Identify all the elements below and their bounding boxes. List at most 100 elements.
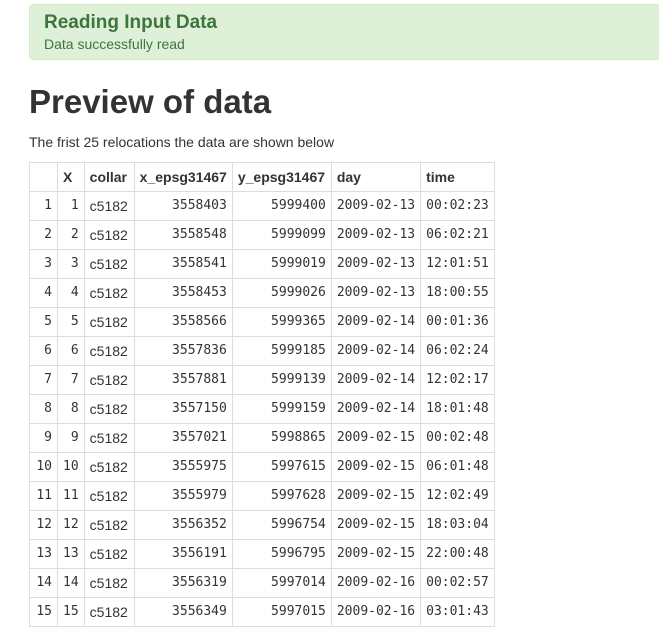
table-row: 5 5 c5182 3558566 5999365 2009-02-14 00:01:36 bbox=[29, 307, 495, 337]
table-cell: 3 bbox=[57, 249, 85, 279]
table-cell: 7 bbox=[29, 365, 58, 395]
table-cell: 10 bbox=[29, 452, 58, 482]
table-cell: 2009-02-16 bbox=[330, 597, 422, 627]
table-cell: 5999365 bbox=[231, 307, 332, 337]
column-header: X bbox=[57, 162, 85, 192]
table-cell: 18:00:55 bbox=[420, 278, 495, 308]
table-cell: 3556191 bbox=[133, 539, 233, 569]
table-row: 1 1 c5182 3558403 5999400 2009-02-13 00:02:23 bbox=[29, 191, 495, 221]
table-cell: 2 bbox=[29, 220, 58, 250]
table-row: 6 6 c5182 3557836 5999185 2009-02-14 06:02:24 bbox=[29, 336, 495, 366]
table-cell: 3556349 bbox=[133, 597, 233, 627]
table-cell: 2009-02-13 bbox=[330, 191, 422, 221]
table-cell: 2009-02-14 bbox=[330, 394, 422, 424]
table-row: 3 3 c5182 3558541 5999019 2009-02-13 12:01:51 bbox=[29, 249, 495, 279]
column-header: day bbox=[330, 162, 422, 192]
table-cell: 12:02:17 bbox=[420, 365, 495, 395]
success-alert: Reading Input Data Data successfully rea… bbox=[29, 4, 659, 60]
table-cell: 5999026 bbox=[231, 278, 332, 308]
table-cell: 5997015 bbox=[231, 597, 332, 627]
table-cell: 15 bbox=[29, 597, 58, 627]
table-body: 1 1 c5182 3558403 5999400 2009-02-13 00:02:23 2… bbox=[29, 191, 495, 627]
table-cell: 9 bbox=[57, 423, 85, 453]
table-cell: c5182 bbox=[83, 423, 135, 453]
table-cell: 5997628 bbox=[231, 481, 332, 511]
table-cell: 00:02:57 bbox=[420, 568, 495, 598]
table-cell: 18:01:48 bbox=[420, 394, 495, 424]
table-cell: c5182 bbox=[83, 365, 135, 395]
table-cell: c5182 bbox=[83, 278, 135, 308]
table-cell: c5182 bbox=[83, 394, 135, 424]
table-cell: 5996795 bbox=[231, 539, 332, 569]
table-cell: 8 bbox=[57, 394, 85, 424]
table-cell: 3555975 bbox=[133, 452, 233, 482]
table-cell: 2009-02-15 bbox=[330, 539, 422, 569]
table-cell: 06:02:24 bbox=[420, 336, 495, 366]
table-cell: 18:03:04 bbox=[420, 510, 495, 540]
table-cell: 15 bbox=[57, 597, 85, 627]
table-row: 15 15 c5182 3556349 5997015 2009-02-16 03:01:4… bbox=[29, 597, 495, 627]
table-cell: 5999159 bbox=[231, 394, 332, 424]
table-cell: 3557881 bbox=[133, 365, 233, 395]
table-cell: 06:02:21 bbox=[420, 220, 495, 250]
table-cell: 12:02:49 bbox=[420, 481, 495, 511]
table-row: 7 7 c5182 3557881 5999139 2009-02-14 12:02:17 bbox=[29, 365, 495, 395]
table-cell: 5999185 bbox=[231, 336, 332, 366]
table-cell: 6 bbox=[29, 336, 58, 366]
table-cell: 5999400 bbox=[231, 191, 332, 221]
table-cell: 14 bbox=[29, 568, 58, 598]
table-cell: 5999019 bbox=[231, 249, 332, 279]
column-header: y_epsg31467 bbox=[231, 162, 332, 192]
table-cell: 12:01:51 bbox=[420, 249, 495, 279]
table-row: 9 9 c5182 3557021 5998865 2009-02-15 00:02:48 bbox=[29, 423, 495, 453]
alert-title: Reading Input Data bbox=[44, 12, 218, 33]
table-cell: 14 bbox=[57, 568, 85, 598]
table-cell: 11 bbox=[29, 481, 58, 511]
table-cell: 2009-02-15 bbox=[330, 452, 422, 482]
table-cell: 1 bbox=[29, 191, 58, 221]
table-cell: 3558453 bbox=[133, 278, 233, 308]
table-cell: 5999099 bbox=[231, 220, 332, 250]
table-cell: 12 bbox=[57, 510, 85, 540]
table-cell: 13 bbox=[57, 539, 85, 569]
table-cell: 3557836 bbox=[133, 336, 233, 366]
table-cell: c5182 bbox=[83, 249, 135, 279]
table-cell: 12 bbox=[29, 510, 58, 540]
alert-message: Data successfully read bbox=[44, 36, 185, 52]
column-header: x_epsg31467 bbox=[133, 162, 233, 192]
table-cell: 8 bbox=[29, 394, 58, 424]
table-row: 14 14 c5182 3556319 5997014 2009-02-16 00:02:5… bbox=[29, 568, 495, 598]
table-cell: 3557021 bbox=[133, 423, 233, 453]
table-cell: 13 bbox=[29, 539, 58, 569]
table-cell: 2 bbox=[57, 220, 85, 250]
table-cell: 3 bbox=[29, 249, 58, 279]
table-cell: 2009-02-14 bbox=[330, 307, 422, 337]
table-cell: 7 bbox=[57, 365, 85, 395]
table-cell: 5999139 bbox=[231, 365, 332, 395]
table-description: The frist 25 relocations the data are sh… bbox=[29, 134, 335, 150]
table-cell: c5182 bbox=[83, 191, 135, 221]
table-cell: 5996754 bbox=[231, 510, 332, 540]
table-cell: 2009-02-16 bbox=[330, 568, 422, 598]
table-cell: c5182 bbox=[83, 307, 135, 337]
table-cell: 2009-02-13 bbox=[330, 249, 422, 279]
table-cell: 3558403 bbox=[133, 191, 233, 221]
table-cell: c5182 bbox=[83, 510, 135, 540]
column-header bbox=[29, 162, 58, 192]
table-cell: c5182 bbox=[83, 568, 135, 598]
table-cell: 2009-02-14 bbox=[330, 336, 422, 366]
column-header: time bbox=[420, 162, 495, 192]
table-cell: 03:01:43 bbox=[420, 597, 495, 627]
table-cell: 3556319 bbox=[133, 568, 233, 598]
table-cell: 00:02:23 bbox=[420, 191, 495, 221]
table-cell: 5 bbox=[29, 307, 58, 337]
table-cell: 2009-02-13 bbox=[330, 278, 422, 308]
table-cell: c5182 bbox=[83, 539, 135, 569]
table-cell: 3556352 bbox=[133, 510, 233, 540]
table-cell: 2009-02-15 bbox=[330, 423, 422, 453]
table-cell: 5998865 bbox=[231, 423, 332, 453]
table-cell: c5182 bbox=[83, 336, 135, 366]
table-cell: 2009-02-14 bbox=[330, 365, 422, 395]
table-cell: 3558566 bbox=[133, 307, 233, 337]
